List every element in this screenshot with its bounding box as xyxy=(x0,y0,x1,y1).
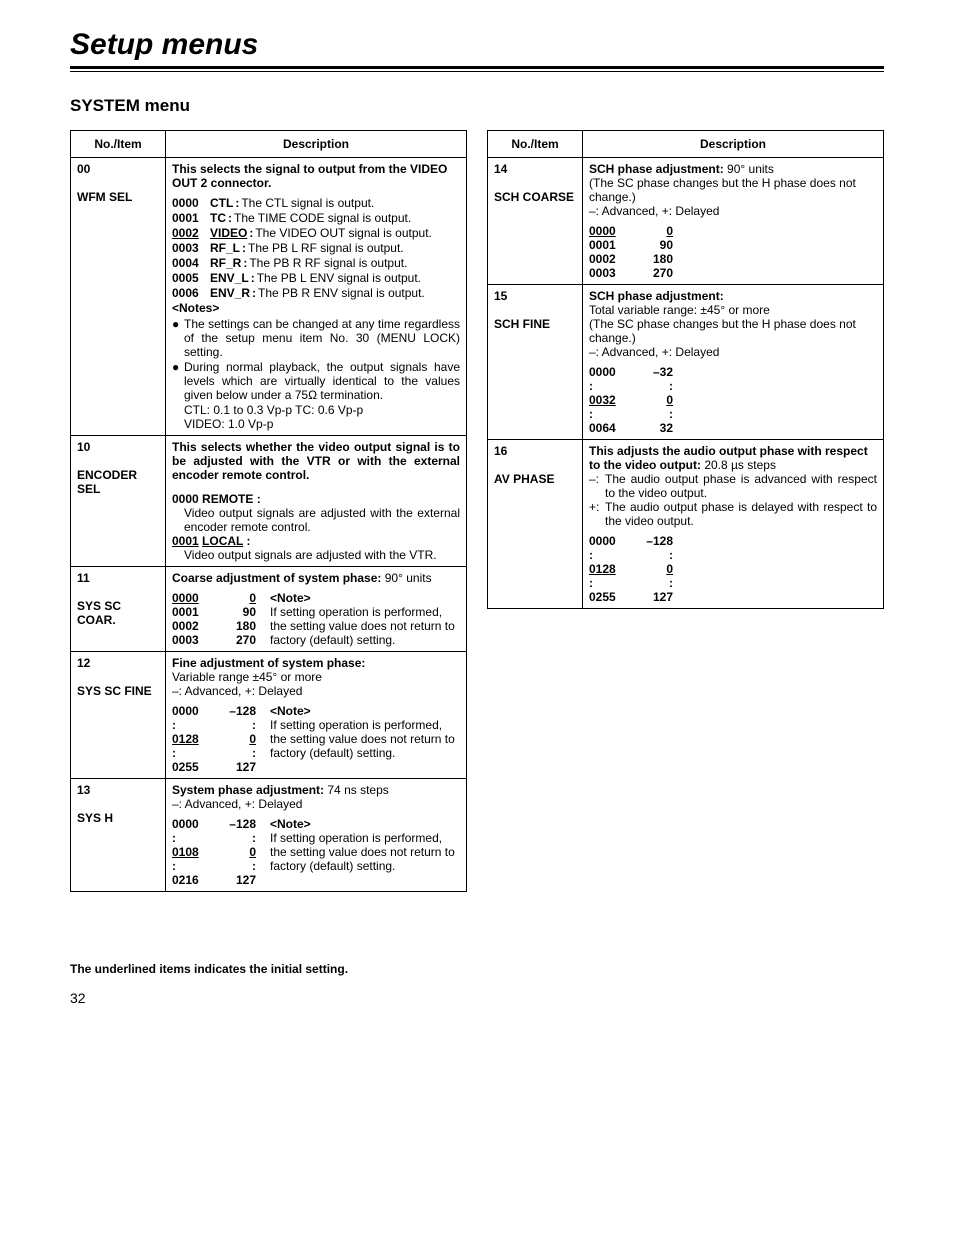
table-row: 13 SYS H System phase adjustment: 74 ns … xyxy=(71,779,467,892)
value-table: 0000–128::01280::0255127 xyxy=(172,704,256,774)
cell-noitem: 12 SYS SC FINE xyxy=(71,652,166,779)
cell-noitem: 13 SYS H xyxy=(71,779,166,892)
note-box: <Note> If setting operation is performed… xyxy=(270,817,460,873)
header-description: Description xyxy=(583,131,884,158)
table-row: 11 SYS SC COAR. Coarse adjustment of sys… xyxy=(71,567,467,652)
column-left: No./Item Description 00 WFM SEL This sel… xyxy=(70,130,467,892)
table-row: 16 AV PHASE This adjusts the audio outpu… xyxy=(488,440,884,609)
cell-noitem: 15 SCH FINE xyxy=(488,285,583,440)
section-heading: SYSTEM menu xyxy=(70,96,884,116)
columns: No./Item Description 00 WFM SEL This sel… xyxy=(70,130,884,892)
value-table: 0000–128::01080::0216127 xyxy=(172,817,256,887)
header-noitem: No./Item xyxy=(488,131,583,158)
cell-description: This selects whether the video output si… xyxy=(166,436,467,567)
cell-description: System phase adjustment: 74 ns steps–: A… xyxy=(166,779,467,892)
page: Setup menus SYSTEM menu No./Item Descrip… xyxy=(0,0,954,1034)
header-noitem: No./Item xyxy=(71,131,166,158)
value-table: 0000–32::00320::006432 xyxy=(589,365,673,435)
value-table: 0000000019000021800003270 xyxy=(172,591,256,647)
title-rule-thick xyxy=(70,66,884,69)
cell-noitem: 11 SYS SC COAR. xyxy=(71,567,166,652)
cell-description: This selects the signal to output from t… xyxy=(166,158,467,436)
cell-noitem: 14 SCH COARSE xyxy=(488,158,583,285)
value-table: 0000–128::01280::0255127 xyxy=(589,534,673,604)
note-box: <Note> If setting operation is performed… xyxy=(270,704,460,760)
note-box: <Note> If setting operation is performed… xyxy=(270,591,460,647)
cell-description: This adjusts the audio output phase with… xyxy=(583,440,884,609)
cell-description: Coarse adjustment of system phase: 90° u… xyxy=(166,567,467,652)
cell-noitem: 16 AV PHASE xyxy=(488,440,583,609)
menu-table-right: No./Item Description 14 SCH COARSE SCH p… xyxy=(487,130,884,609)
menu-table-left: No./Item Description 00 WFM SEL This sel… xyxy=(70,130,467,892)
value-table: 0000000019000021800003270 xyxy=(589,224,673,280)
table-row: 12 SYS SC FINE Fine adjustment of system… xyxy=(71,652,467,779)
table-row: 14 SCH COARSE SCH phase adjustment: 90° … xyxy=(488,158,884,285)
column-right: No./Item Description 14 SCH COARSE SCH p… xyxy=(487,130,884,609)
cell-description: SCH phase adjustment:Total variable rang… xyxy=(583,285,884,440)
footer-note: The underlined items indicates the initi… xyxy=(70,962,884,976)
cell-noitem: 00 WFM SEL xyxy=(71,158,166,436)
cell-noitem: 10 ENCODER SEL xyxy=(71,436,166,567)
cell-description: SCH phase adjustment: 90° units(The SC p… xyxy=(583,158,884,285)
main-title: Setup menus xyxy=(70,28,884,62)
table-row: 15 SCH FINE SCH phase adjustment:Total v… xyxy=(488,285,884,440)
title-rule-thin xyxy=(70,71,884,72)
page-number: 32 xyxy=(70,990,884,1006)
cell-description: Fine adjustment of system phase:Variable… xyxy=(166,652,467,779)
table-row: 00 WFM SEL This selects the signal to ou… xyxy=(71,158,467,436)
table-row: 10 ENCODER SEL This selects whether the … xyxy=(71,436,467,567)
header-description: Description xyxy=(166,131,467,158)
